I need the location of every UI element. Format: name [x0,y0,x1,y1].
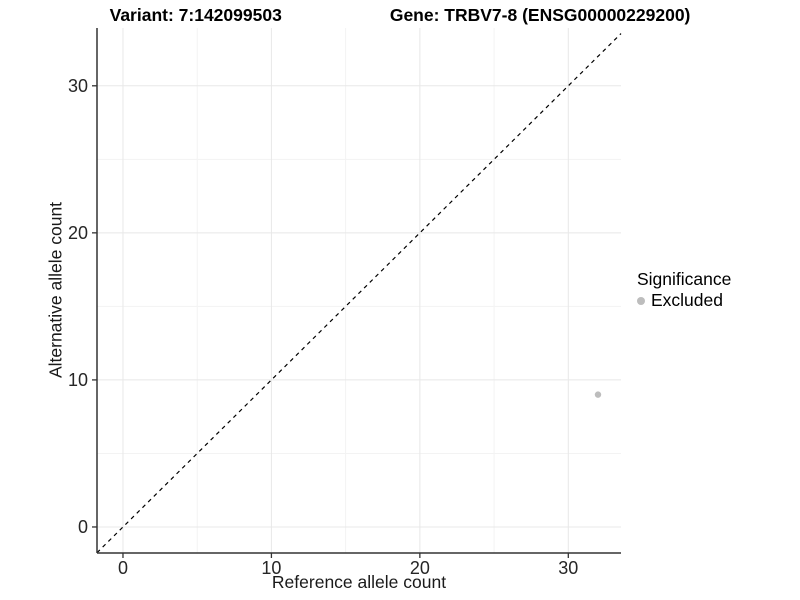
y-tick-label: 10 [68,370,88,390]
y-tick-label: 20 [68,223,88,243]
y-tick-label: 30 [68,76,88,96]
legend-entry-excluded: Excluded [637,290,731,311]
plot-title: Variant: 7:142099503 Gene: TRBV7-8 (ENSG… [0,5,800,26]
plot-title-gene: Gene: TRBV7-8 (ENSG00000229200) [389,5,691,25]
identity-dashed-line [96,33,622,554]
legend-point-icon [637,296,645,305]
x-tick-label: 0 [118,558,128,578]
y-axis-title: Alternative allele count [45,201,66,379]
legend-title: Significance [637,269,732,289]
plot-title-variant: Variant: 7:142099503 [109,5,282,25]
data-point [594,391,602,398]
legend-entry-label: Excluded [651,290,723,310]
plot-panel: 0 10 20 30 0 10 20 30 [68,28,622,578]
x-tick-label: 30 [558,558,578,578]
y-tick-label: 0 [78,517,88,537]
legend: Significance Excluded [637,268,731,311]
x-tick-label: 10 [261,558,281,578]
x-axis-title: Reference allele count [271,572,447,592]
x-tick-label: 20 [410,558,430,578]
